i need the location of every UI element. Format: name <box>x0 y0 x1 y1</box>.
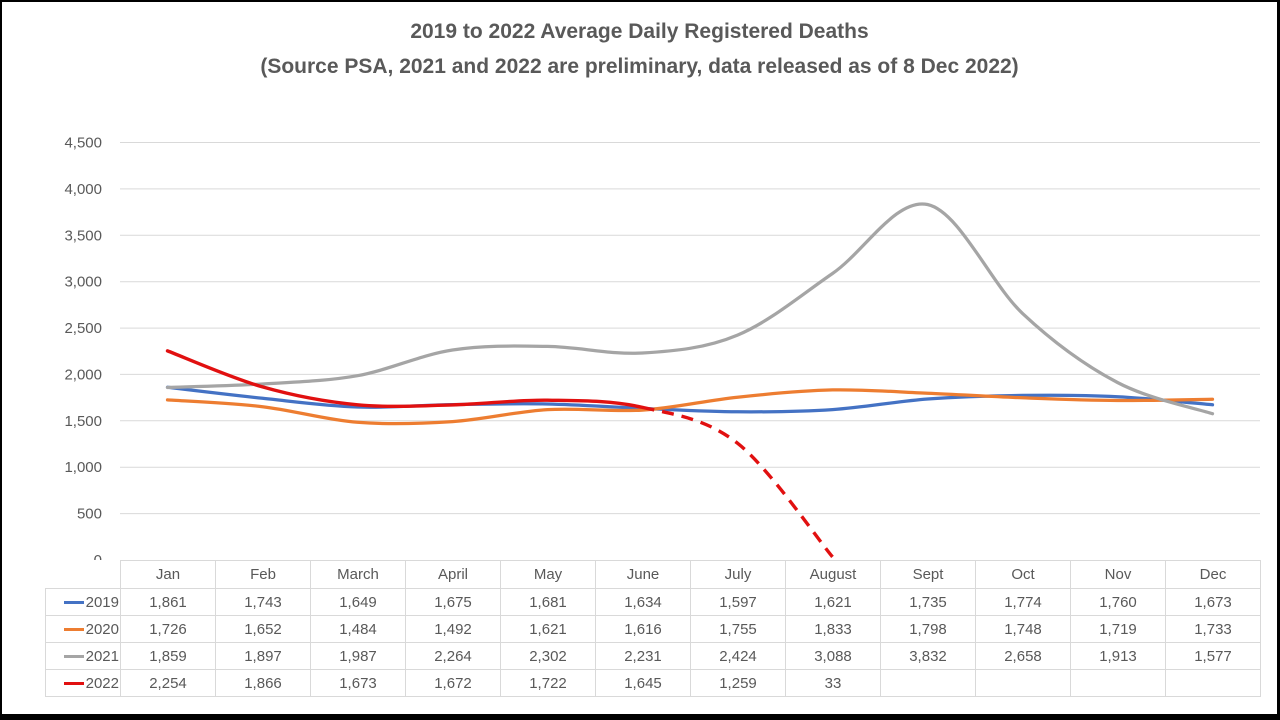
y-axis-tick-label: 4,000 <box>64 181 102 198</box>
table-cell: 1,774 <box>975 588 1071 616</box>
table-cell: 1,492 <box>405 615 501 643</box>
legend-label-2021: 2021 <box>85 647 119 665</box>
chart-title: 2019 to 2022 Average Daily Registered De… <box>2 14 1277 84</box>
table-cell: 1,735 <box>880 588 976 616</box>
legend-label-2020: 2020 <box>85 620 119 638</box>
table-cell <box>1165 669 1261 697</box>
legend-cell-2020: 2020 <box>45 615 121 643</box>
month-header-june: June <box>595 560 691 589</box>
y-axis-tick-label: 3,000 <box>64 274 102 291</box>
y-axis-tick-label: 3,500 <box>64 227 102 244</box>
table-cell: 1,673 <box>310 669 406 697</box>
table-cell: 1,866 <box>215 669 311 697</box>
legend-label-2022: 2022 <box>85 674 119 692</box>
table-cell: 2,264 <box>405 642 501 670</box>
table-cell: 1,597 <box>690 588 786 616</box>
table-cell <box>1070 669 1166 697</box>
legend-cell-2021: 2021 <box>45 642 121 670</box>
table-cell: 1,755 <box>690 615 786 643</box>
month-header-april: April <box>405 560 501 589</box>
chart-title-line1: 2019 to 2022 Average Daily Registered De… <box>410 20 869 43</box>
month-header-august: August <box>785 560 881 589</box>
table-cell: 3,832 <box>880 642 976 670</box>
table-cell: 1,861 <box>120 588 216 616</box>
table-cell: 1,681 <box>500 588 596 616</box>
table-cell: 1,719 <box>1070 615 1166 643</box>
table-cell: 1,833 <box>785 615 881 643</box>
table-row-2021: 2021 1,859 1,897 1,987 2,264 2,302 2,231 2,424 3… <box>45 642 1261 670</box>
series-line-2022 <box>165 349 645 410</box>
table-cell: 1,616 <box>595 615 691 643</box>
table-cell: 1,913 <box>1070 642 1166 670</box>
line-chart-plot: 0 500 1,000 1,500 2,000 2,500 3,000 3,500 4,000 4… <box>64 135 1260 560</box>
table-cell: 1,859 <box>120 642 216 670</box>
table-cell: 1,733 <box>1165 615 1261 643</box>
table-cell: 1,672 <box>405 669 501 697</box>
month-header-sept: Sept <box>880 560 976 589</box>
table-cell: 2,231 <box>595 642 691 670</box>
y-axis-tick-label: 4,500 <box>64 135 102 152</box>
month-header-march: March <box>310 560 406 589</box>
month-header-oct: Oct <box>975 560 1071 589</box>
month-header-july: July <box>690 560 786 589</box>
table-cell: 1,484 <box>310 615 406 643</box>
legend-swatch-2022 <box>63 681 84 685</box>
data-table: Jan Feb March April May June July August Sept Oct… <box>45 560 1261 697</box>
y-axis-tick-label: 1,000 <box>64 459 102 476</box>
table-cell: 1,748 <box>975 615 1071 643</box>
series-line-2020 <box>165 388 1215 426</box>
table-cell <box>880 669 976 697</box>
month-header-jan: Jan <box>120 560 216 589</box>
table-cell: 1,743 <box>215 588 311 616</box>
table-cell: 1,760 <box>1070 588 1166 616</box>
y-axis-tick-label: 0 <box>94 552 102 560</box>
legend-swatch-2021 <box>63 654 84 658</box>
y-axis-tick-label: 1,500 <box>64 413 102 430</box>
series-line-2021 <box>165 202 1215 416</box>
table-row-2020: 2020 1,726 1,652 1,484 1,492 1,621 1,616 1,755 1… <box>45 615 1261 643</box>
chart-title-line2: (Source PSA, 2021 and 2022 are prelimina… <box>260 55 1019 78</box>
table-cell: 1,987 <box>310 642 406 670</box>
table-row-2019: 2019 1,861 1,743 1,649 1,675 1,681 1,634 1,597 1… <box>45 588 1261 616</box>
y-axis-tick-label: 2,000 <box>64 366 102 383</box>
table-cell: 1,673 <box>1165 588 1261 616</box>
table-cell: 1,798 <box>880 615 976 643</box>
table-cell: 3,088 <box>785 642 881 670</box>
table-cell: 1,897 <box>215 642 311 670</box>
table-cell <box>975 669 1071 697</box>
table-row-2022: 2022 2,254 1,866 1,673 1,672 1,722 1,645 1,259 3… <box>45 669 1261 697</box>
series-line-2019 <box>165 385 1215 414</box>
table-cell: 1,649 <box>310 588 406 616</box>
table-cell: 1,621 <box>500 615 596 643</box>
table-cell: 1,652 <box>215 615 311 643</box>
legend-cell-2022: 2022 <box>45 669 121 697</box>
legend-swatch-2020 <box>63 627 84 631</box>
table-cell: 1,577 <box>1165 642 1261 670</box>
month-header-may: May <box>500 560 596 589</box>
y-axis-tick-label: 500 <box>77 506 102 523</box>
y-axis-tick-label: 2,500 <box>64 320 102 337</box>
month-header-nov: Nov <box>1070 560 1166 589</box>
table-cell: 1,726 <box>120 615 216 643</box>
table-corner-cell <box>46 561 121 589</box>
table-cell: 1,722 <box>500 669 596 697</box>
legend-label-2019: 2019 <box>85 593 119 611</box>
table-cell: 2,302 <box>500 642 596 670</box>
month-header-dec: Dec <box>1165 560 1261 589</box>
legend-swatch-2019 <box>63 600 84 604</box>
month-header-feb: Feb <box>215 560 311 589</box>
table-cell: 2,424 <box>690 642 786 670</box>
table-cell: 1,621 <box>785 588 881 616</box>
table-cell: 1,634 <box>595 588 691 616</box>
table-cell: 2,254 <box>120 669 216 697</box>
table-cell: 1,259 <box>690 669 786 697</box>
series-line-2022-dashed <box>642 405 834 558</box>
table-cell: 33 <box>785 669 881 697</box>
table-cell: 1,645 <box>595 669 691 697</box>
table-cell: 2,658 <box>975 642 1071 670</box>
legend-cell-2019: 2019 <box>45 588 121 616</box>
table-cell: 1,675 <box>405 588 501 616</box>
